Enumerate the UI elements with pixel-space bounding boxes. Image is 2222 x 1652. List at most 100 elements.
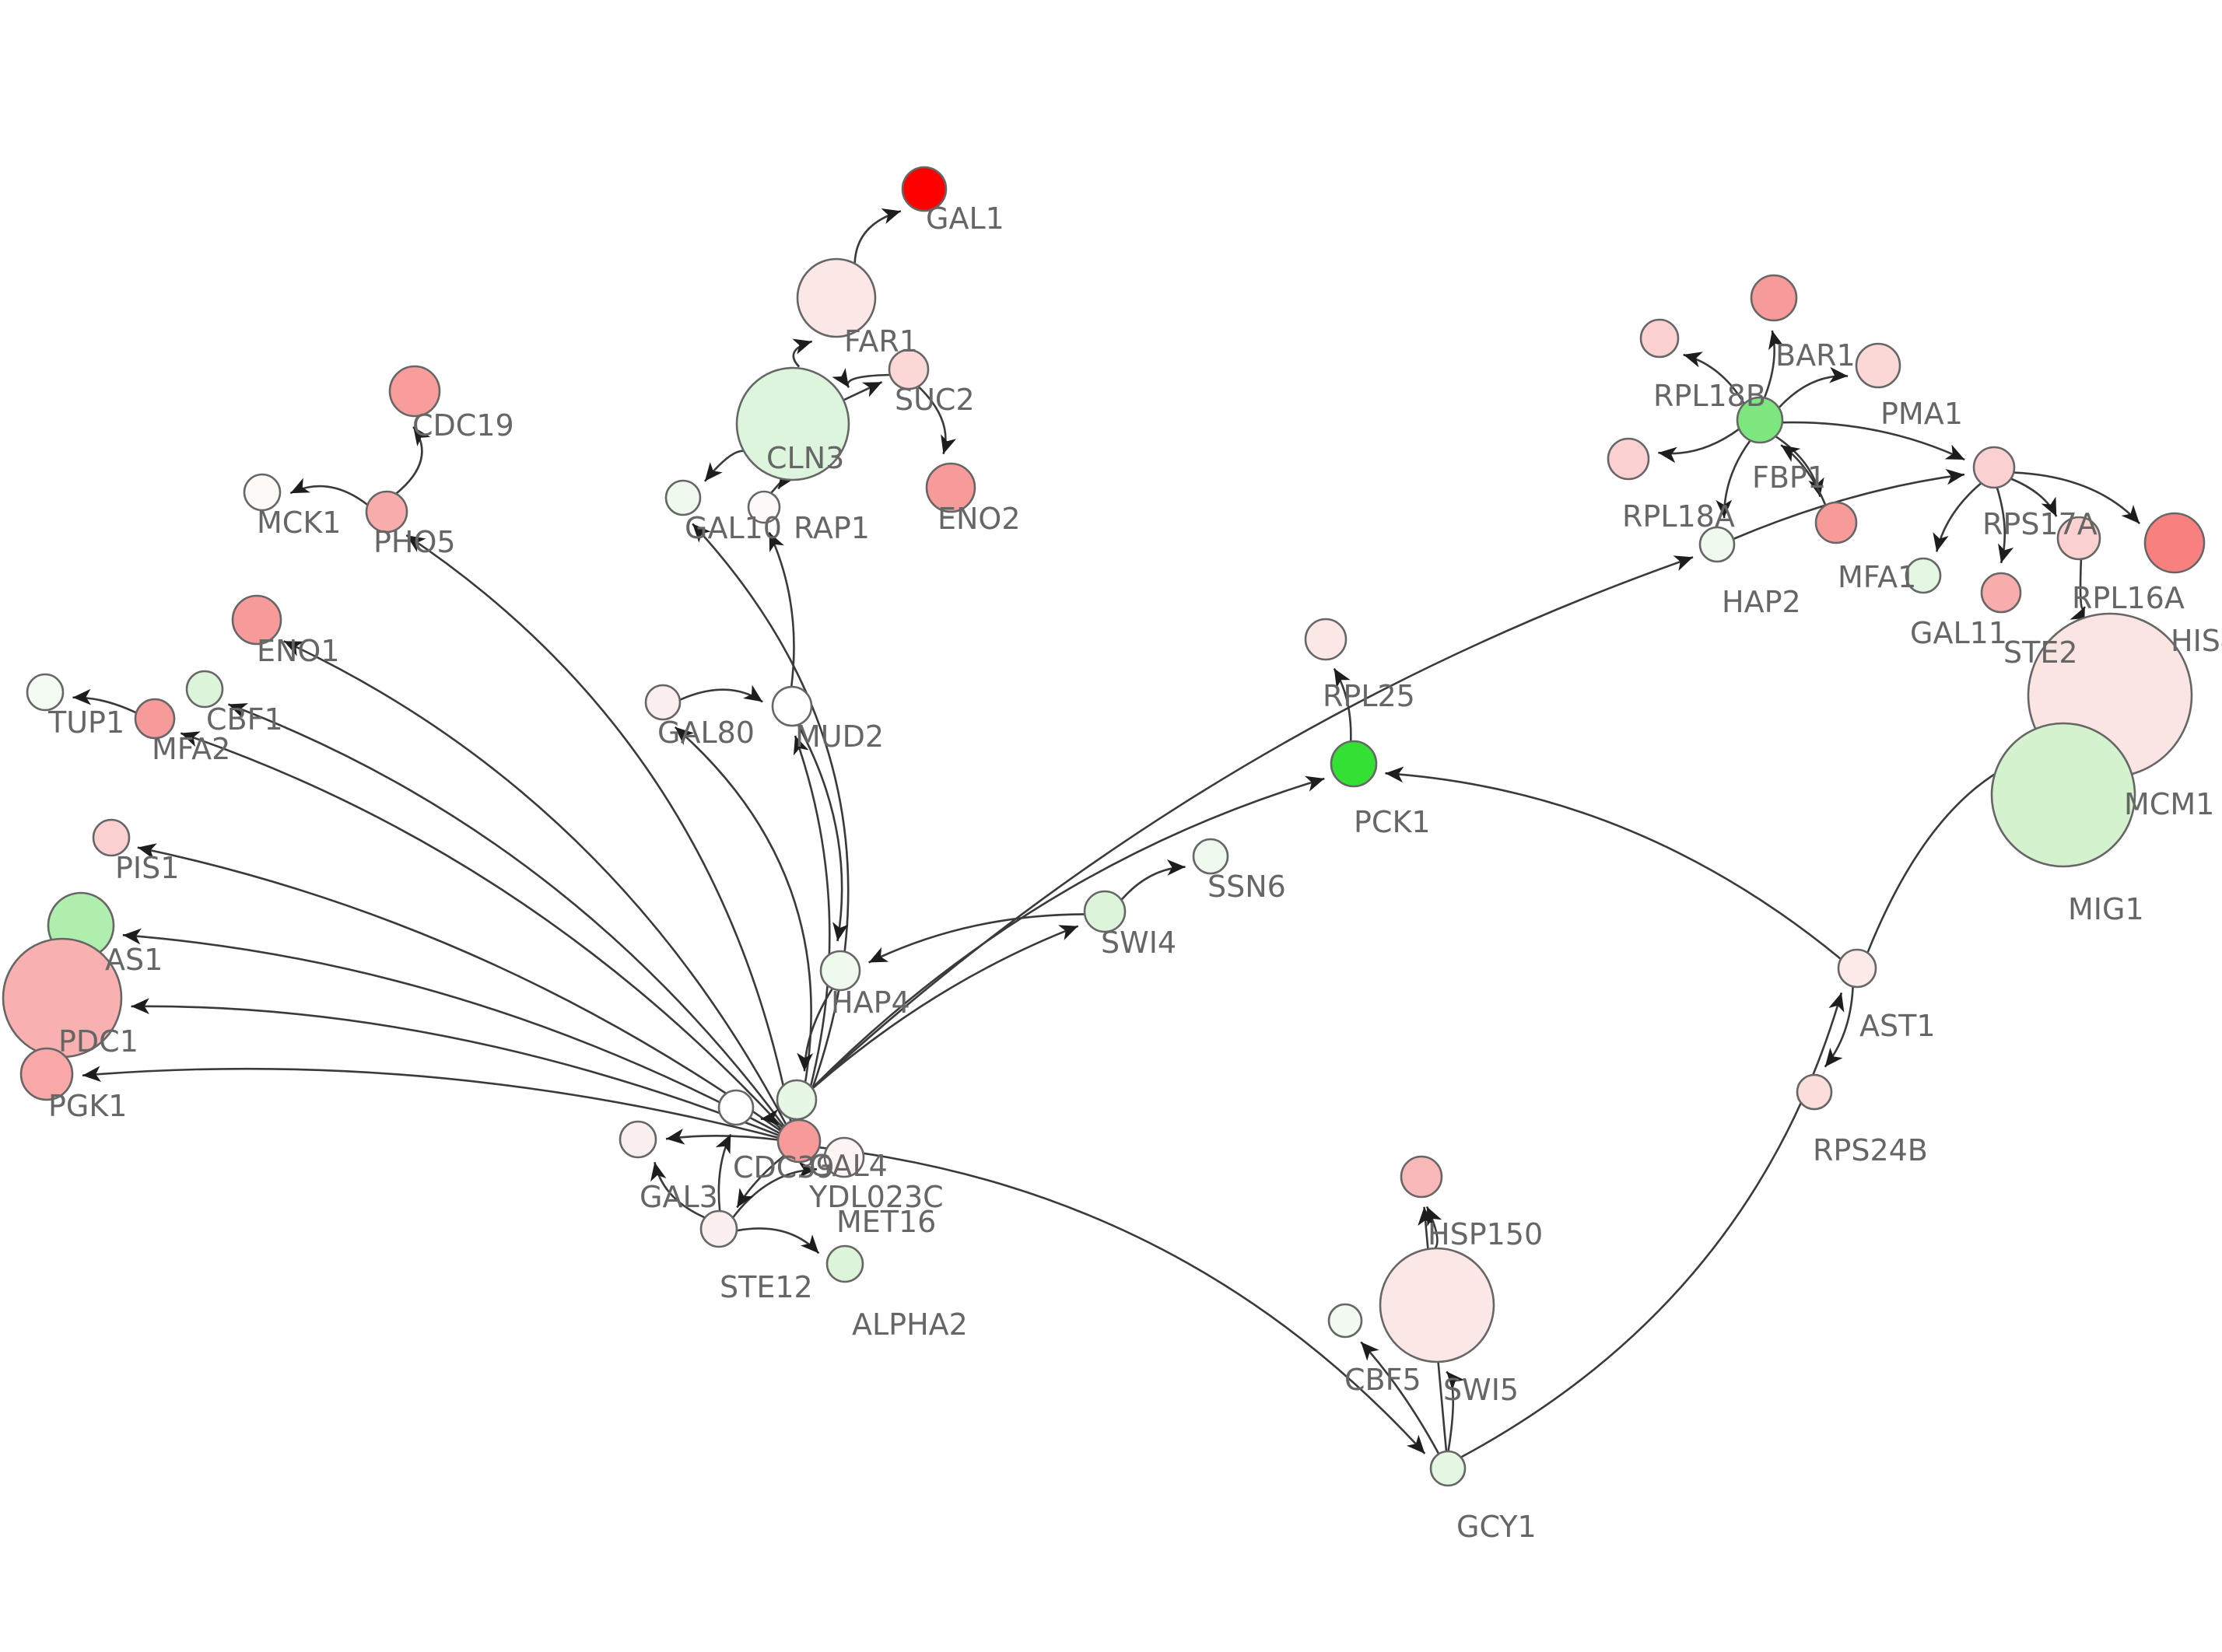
network-node[interactable] <box>717 1089 755 1126</box>
network-node[interactable] <box>1379 1247 1495 1363</box>
edge <box>1824 986 1854 1068</box>
edge <box>180 731 783 1129</box>
edge <box>832 368 890 389</box>
network-node[interactable] <box>825 1244 864 1283</box>
network-node[interactable] <box>1429 1450 1467 1487</box>
network-node[interactable] <box>819 950 861 992</box>
edge <box>868 913 1085 964</box>
edge <box>283 640 787 1125</box>
edge <box>122 928 780 1135</box>
edge <box>1933 482 1982 552</box>
network-node[interactable] <box>185 670 224 709</box>
edge <box>2013 471 2141 525</box>
edge <box>715 1133 732 1212</box>
edge <box>737 1227 820 1255</box>
edge <box>2070 558 2086 627</box>
edge <box>137 843 782 1132</box>
network-node[interactable] <box>388 365 441 418</box>
network-node[interactable] <box>1837 948 1877 989</box>
edge <box>770 469 795 494</box>
edge <box>1716 439 1751 519</box>
network-node[interactable] <box>231 594 282 646</box>
network-node[interactable] <box>365 490 408 534</box>
network-node[interactable] <box>26 673 65 712</box>
network-node[interactable] <box>1972 446 2016 489</box>
edge <box>736 1154 785 1209</box>
edge <box>72 688 137 714</box>
network-node[interactable] <box>92 818 131 857</box>
network-node[interactable] <box>2056 516 2101 561</box>
edge <box>1763 330 1785 398</box>
edge <box>843 381 883 401</box>
edge <box>1360 1341 1440 1455</box>
edge <box>674 726 812 1120</box>
edge <box>797 988 833 1072</box>
network-node[interactable] <box>1750 274 1798 322</box>
network-node[interactable] <box>134 698 176 740</box>
network-node[interactable] <box>1304 618 1348 661</box>
edge <box>227 703 785 1127</box>
network-node[interactable] <box>1698 526 1736 563</box>
network-node[interactable] <box>776 1079 818 1121</box>
network-node[interactable] <box>1639 318 1680 359</box>
network-node[interactable] <box>1905 557 1942 594</box>
network-node[interactable] <box>1980 572 2022 614</box>
network-node[interactable] <box>664 479 702 516</box>
network-node[interactable] <box>776 1118 822 1164</box>
network-node[interactable] <box>747 490 781 524</box>
network-node[interactable] <box>901 166 948 212</box>
edge <box>1782 421 1965 461</box>
network-node[interactable] <box>1855 342 1901 389</box>
network-node[interactable] <box>2 937 123 1059</box>
edge <box>405 534 792 1122</box>
network-node[interactable] <box>1327 1303 1363 1339</box>
network-node[interactable] <box>1083 890 1127 933</box>
edge <box>732 1161 818 1219</box>
network-node[interactable] <box>1607 437 1650 481</box>
network-node[interactable] <box>1400 1155 1443 1199</box>
edge <box>1460 992 1845 1458</box>
network-node[interactable] <box>925 462 976 513</box>
network-node[interactable] <box>1736 396 1784 444</box>
edge <box>1385 766 1842 961</box>
network-node[interactable] <box>735 366 850 481</box>
network-node[interactable] <box>619 1120 657 1159</box>
network-node[interactable] <box>1814 501 1858 544</box>
network-node[interactable] <box>1990 722 2136 868</box>
network-node[interactable] <box>2143 512 2206 574</box>
network-node[interactable] <box>1330 740 1378 788</box>
edge <box>811 775 1325 1089</box>
edge <box>692 523 850 1120</box>
network-node[interactable] <box>796 257 877 338</box>
edge-layer <box>72 208 2141 1458</box>
edge <box>797 724 849 942</box>
edge <box>1733 468 1965 541</box>
node-layer <box>2 166 2206 1487</box>
edge <box>131 998 780 1136</box>
edge <box>395 426 431 495</box>
network-node[interactable] <box>1192 838 1229 875</box>
edge <box>1425 1206 1442 1249</box>
edge <box>811 555 1694 1090</box>
edge <box>853 208 902 263</box>
network-node[interactable] <box>19 1047 74 1101</box>
edge <box>917 386 957 455</box>
edge <box>1778 366 1849 408</box>
network-node[interactable] <box>771 685 813 727</box>
edge <box>665 1129 779 1145</box>
network-node[interactable] <box>823 1136 865 1178</box>
network-node[interactable] <box>888 348 930 390</box>
network-node[interactable] <box>699 1209 738 1248</box>
edge <box>793 735 831 1121</box>
edge <box>811 925 1079 1090</box>
edge <box>768 531 795 688</box>
edge <box>1446 1370 1465 1452</box>
edge <box>703 450 744 482</box>
network-node[interactable] <box>243 473 282 512</box>
edge <box>2010 478 2058 517</box>
network-node[interactable] <box>1796 1073 1833 1111</box>
edge <box>792 338 813 368</box>
network-node[interactable] <box>644 684 682 721</box>
